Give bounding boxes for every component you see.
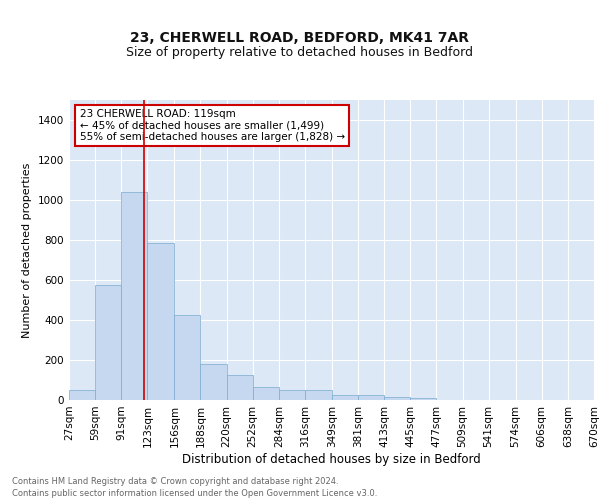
Bar (69, 390, 95, 400)
Bar (384, 397, 410, 400)
Bar (279, 390, 305, 400)
Bar (332, 395, 358, 400)
Bar (121, 192, 148, 400)
X-axis label: Distribution of detached houses by size in Bedford: Distribution of detached houses by size … (182, 452, 481, 466)
Text: 23, CHERWELL ROAD, BEDFORD, MK41 7AR: 23, CHERWELL ROAD, BEDFORD, MK41 7AR (131, 30, 470, 44)
Bar (148, 243, 175, 400)
Y-axis label: Number of detached properties: Number of detached properties (22, 162, 32, 338)
Bar (253, 387, 279, 400)
Bar (95, 285, 121, 400)
Text: Contains HM Land Registry data © Crown copyright and database right 2024.
Contai: Contains HM Land Registry data © Crown c… (12, 476, 377, 498)
Bar (358, 395, 384, 400)
Bar (227, 375, 253, 400)
Bar (305, 390, 332, 400)
Text: 23 CHERWELL ROAD: 119sqm
← 45% of detached houses are smaller (1,499)
55% of sem: 23 CHERWELL ROAD: 119sqm ← 45% of detach… (79, 109, 344, 142)
Bar (410, 398, 436, 400)
Bar (200, 364, 227, 400)
Text: Size of property relative to detached houses in Bedford: Size of property relative to detached ho… (127, 46, 473, 59)
Bar (175, 315, 200, 400)
